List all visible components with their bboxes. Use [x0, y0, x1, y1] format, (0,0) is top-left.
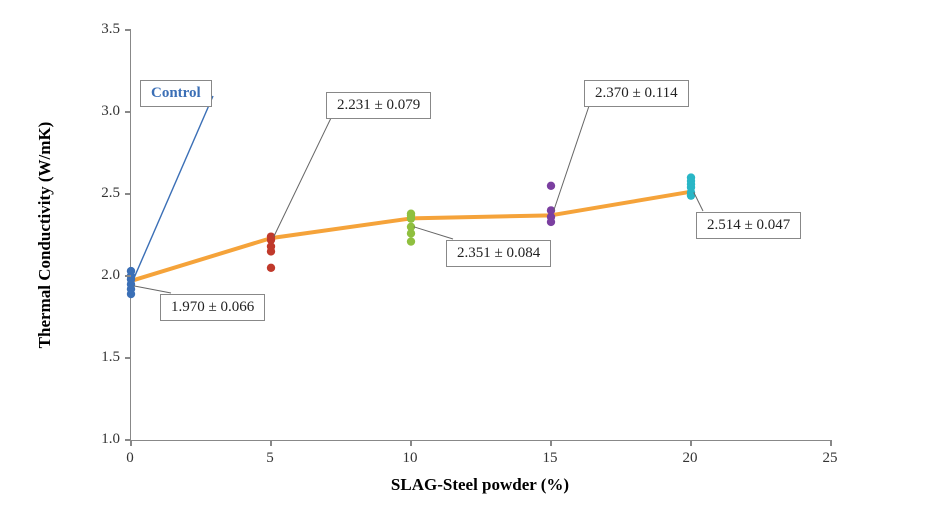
callout-leader — [134, 286, 171, 293]
callout-leader — [554, 106, 589, 210]
x-tick-mark — [690, 440, 692, 446]
x-tick-label: 10 — [403, 450, 418, 467]
data-point — [127, 290, 135, 298]
y-tick-label: 3.0 — [80, 103, 120, 120]
y-tick-label: 2.5 — [80, 185, 120, 202]
y-tick-label: 1.5 — [80, 349, 120, 366]
value-callout: 2.514 ± 0.047 — [696, 212, 801, 239]
data-point — [407, 211, 415, 219]
data-point — [547, 182, 555, 190]
data-point — [547, 218, 555, 226]
y-tick-label: 3.5 — [80, 21, 120, 38]
x-tick-mark — [550, 440, 552, 446]
value-callout: 2.231 ± 0.079 — [326, 92, 431, 119]
y-tick-mark — [125, 111, 131, 113]
y-tick-label: 1.0 — [80, 431, 120, 448]
x-tick-mark — [270, 440, 272, 446]
callout-leader — [274, 118, 331, 237]
value-callout: 1.970 ± 0.066 — [160, 294, 265, 321]
callout-leader — [694, 192, 703, 211]
data-point — [267, 242, 275, 250]
x-tick-label: 15 — [543, 450, 558, 467]
trend-line — [131, 192, 691, 281]
data-point — [687, 180, 695, 188]
data-point — [687, 177, 695, 185]
x-tick-label: 0 — [126, 450, 134, 467]
data-point — [687, 183, 695, 191]
value-callout: 2.351 ± 0.084 — [446, 240, 551, 267]
chart-container: Thermal Conductivity (W/mK) SLAG-Steel p… — [0, 0, 926, 518]
data-point — [687, 191, 695, 199]
data-point — [407, 237, 415, 245]
x-tick-label: 5 — [266, 450, 274, 467]
data-point — [267, 264, 275, 272]
x-tick-mark — [130, 440, 132, 446]
data-point — [267, 236, 275, 244]
data-point — [547, 206, 555, 214]
y-tick-label: 2.0 — [80, 267, 120, 284]
y-tick-mark — [125, 275, 131, 277]
data-point — [407, 209, 415, 217]
control-callout: Control — [140, 80, 212, 107]
callout-leader — [414, 227, 453, 239]
y-axis-title: Thermal Conductivity (W/mK) — [35, 122, 55, 349]
data-point — [687, 188, 695, 196]
data-point — [127, 280, 135, 288]
y-tick-mark — [125, 357, 131, 359]
data-point — [547, 213, 555, 221]
data-point — [267, 232, 275, 240]
data-point — [687, 173, 695, 181]
data-point — [127, 285, 135, 293]
data-point — [267, 247, 275, 255]
callout-leader — [134, 96, 213, 278]
data-point — [407, 214, 415, 222]
data-point — [407, 229, 415, 237]
x-tick-label: 25 — [823, 450, 838, 467]
x-axis-title: SLAG-Steel powder (%) — [391, 475, 569, 495]
value-callout: 2.370 ± 0.114 — [584, 80, 689, 107]
y-tick-mark — [125, 193, 131, 195]
y-tick-mark — [125, 29, 131, 31]
data-point — [127, 267, 135, 275]
x-tick-label: 20 — [683, 450, 698, 467]
x-tick-mark — [830, 440, 832, 446]
x-tick-mark — [410, 440, 412, 446]
data-point — [407, 223, 415, 231]
